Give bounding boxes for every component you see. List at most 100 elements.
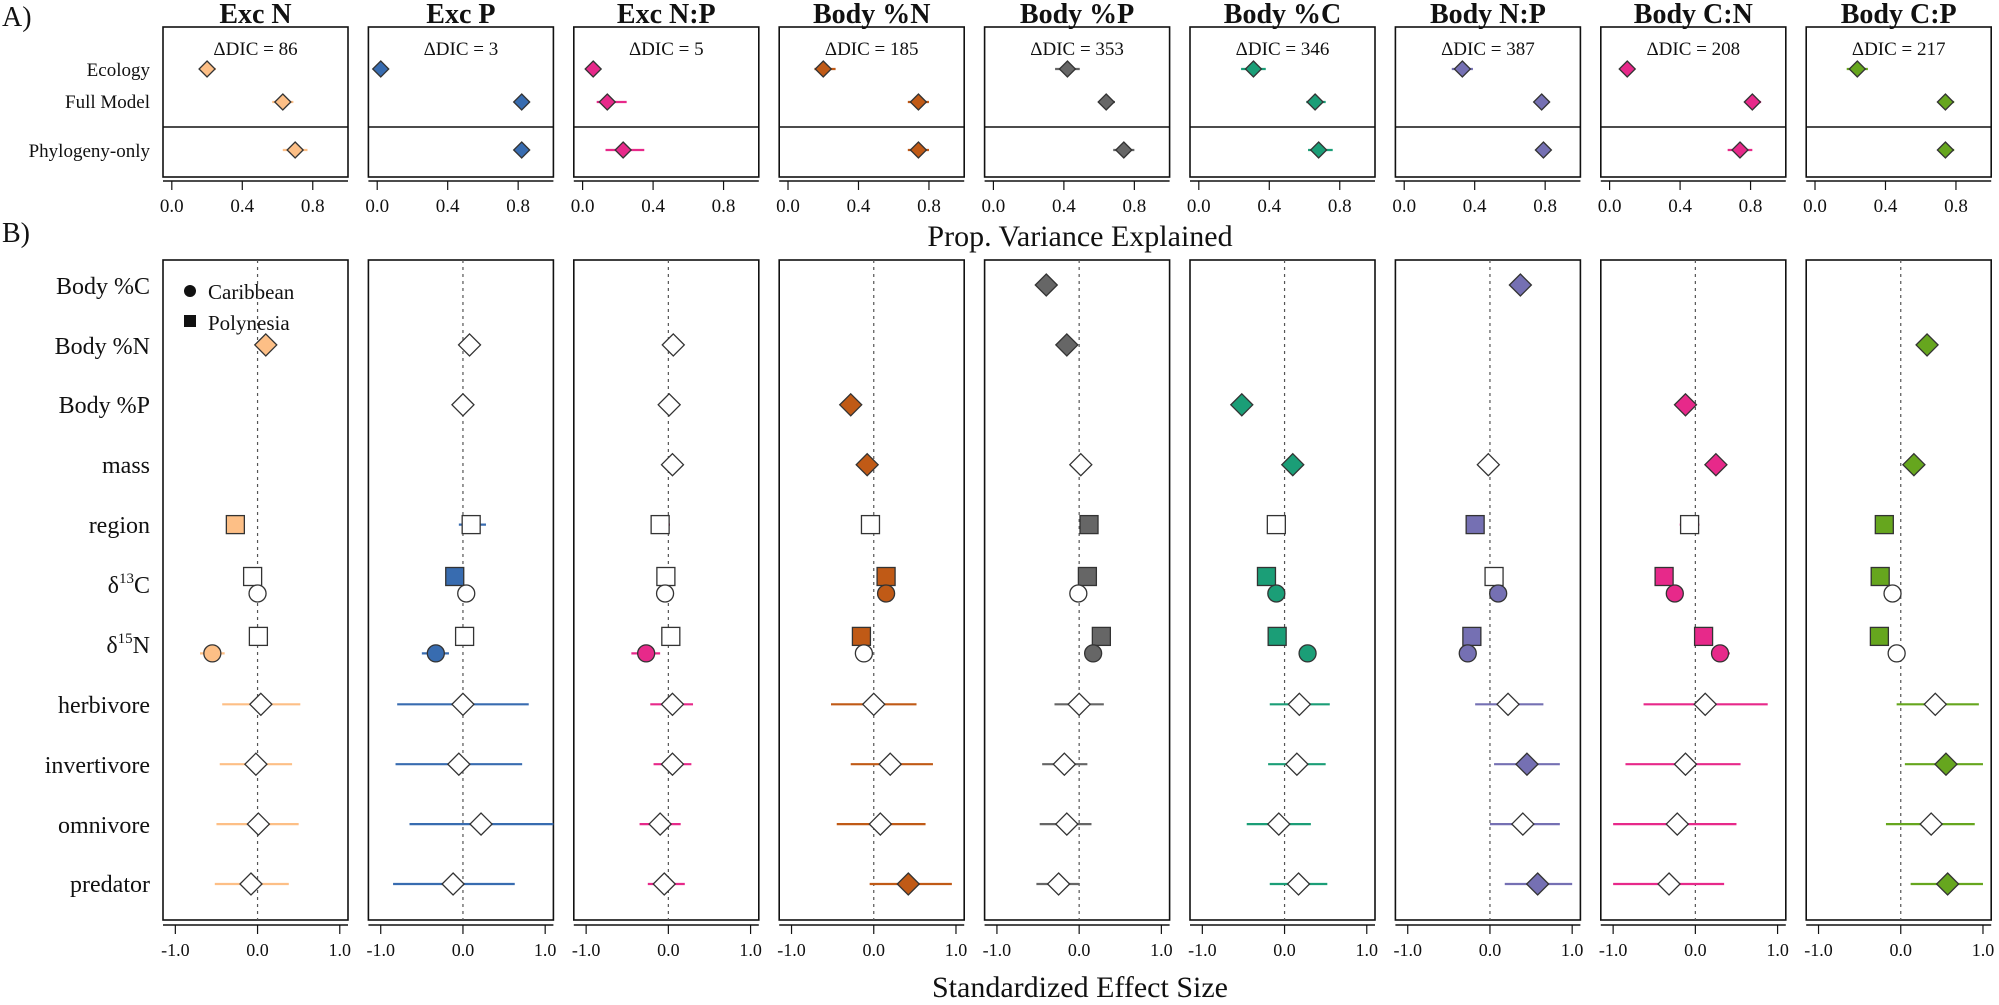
point-15n-polynesia (661, 626, 681, 647)
point-body-pct-n (457, 332, 482, 357)
delta-dic-exc-p: ΔDIC = 3 (424, 39, 499, 60)
x-tick-label-b-body-pct-p-2: 1.0 (1150, 940, 1173, 960)
x-tick-label-a-body-pct-n-1: 0.4 (847, 196, 871, 217)
point-mass (855, 452, 880, 477)
x-tick-label-a-body-c-n-2: 0.8 (1739, 196, 1763, 217)
point-ecology (1453, 60, 1472, 78)
legend-circle-marker (184, 285, 196, 297)
point-13c-polynesia (445, 566, 465, 587)
point-region-polynesia (1465, 514, 1485, 535)
point-ecology (1244, 60, 1263, 78)
panel-a-body-pct-n: Body %N ΔDIC = 185 0.0 0.4 0.8 (776, 0, 966, 217)
point-15n-polynesia (1267, 626, 1287, 647)
x-tick-label-b-body-c-n-0: -1.0 (1599, 940, 1628, 960)
point-13c-caribbean (248, 584, 267, 603)
point-15n-caribbean (1710, 644, 1730, 663)
predictor-label-body-n: Body %N (55, 334, 150, 360)
point-mass (660, 452, 685, 477)
point-omnivore (469, 812, 493, 837)
point-predator (1935, 872, 1960, 896)
x-tick-label-b-body-pct-c-2: 1.0 (1356, 940, 1379, 960)
point-15n-caribbean (1458, 644, 1477, 663)
x-tick-label-b-body-c-p-0: -1.0 (1804, 940, 1833, 960)
d15n-element: N (133, 633, 150, 659)
point-phylogeny-only (512, 141, 531, 159)
point-invertivore (1284, 752, 1309, 777)
predictor-label-body-p: Body %P (59, 393, 150, 419)
panel-a-body-pct-p: Body %P ΔDIC = 353 0.0 0.4 0.8 (982, 0, 1171, 217)
point-phylogeny-only (1114, 141, 1133, 159)
point-region-polynesia (225, 514, 246, 535)
point-full-model (909, 93, 928, 111)
x-tick-label-b-exc-n-p-0: -1.0 (572, 940, 601, 960)
point-phylogeny-only (1731, 141, 1749, 159)
delta-dic-exc-n-p: ΔDIC = 5 (629, 39, 704, 60)
panel-b-body-pct-c: -1.0 0.0 1.0 (1188, 259, 1379, 960)
point-herbivore (1287, 692, 1312, 717)
panel-a-exc-n-p: Exc N:P ΔDIC = 5 0.0 0.4 0.8 (571, 0, 760, 217)
x-tick-label-b-body-c-p-2: 1.0 (1972, 940, 1995, 960)
x-tick-label-b-body-n-p-0: -1.0 (1393, 940, 1422, 960)
panel-b-frame (1189, 259, 1376, 921)
x-tick-label-b-exc-p-2: 1.0 (534, 940, 557, 960)
point-15n-polynesia (1869, 626, 1890, 647)
point-full-model (1532, 93, 1551, 111)
x-tick-label-b-body-pct-p-1: 0.0 (1068, 940, 1091, 960)
d13c-delta: δ (108, 573, 119, 599)
point-15n-polynesia (851, 626, 872, 647)
point-body-pct-p (1229, 392, 1254, 417)
x-tick-label-b-body-pct-n-1: 0.0 (863, 940, 886, 960)
x-tick-label-a-body-pct-n-0: 0.0 (776, 196, 800, 217)
point-phylogeny-only (286, 141, 305, 159)
point-herbivore (861, 692, 886, 717)
x-tick-label-a-body-n-p-1: 0.4 (1463, 196, 1487, 217)
point-predator (1525, 872, 1550, 896)
predictor-label-d15n: δ15N (106, 631, 150, 659)
panel-b-body-c-p: -1.0 0.0 1.0 (1804, 259, 1995, 960)
x-tick-label-b-body-pct-c-1: 0.0 (1273, 940, 1296, 960)
panel-b-body-n-p: -1.0 0.0 1.0 (1393, 259, 1583, 960)
point-invertivore (1515, 752, 1539, 777)
point-predator (896, 872, 921, 896)
point-ecology (814, 60, 833, 78)
point-13c-caribbean (1883, 584, 1902, 603)
point-full-model (1097, 93, 1116, 111)
point-15n-polynesia (248, 626, 269, 647)
delta-dic-body-pct-c: ΔDIC = 346 (1236, 39, 1330, 60)
panel-b-frame (1805, 259, 1992, 921)
x-tick-label-a-body-c-p-2: 0.8 (1944, 196, 1968, 217)
predictor-label-body-c: Body %C (56, 274, 150, 300)
point-15n-caribbean (426, 644, 445, 663)
panel-a-body-c-p: Body C:P ΔDIC = 217 0.0 0.4 0.8 (1803, 0, 1992, 217)
point-15n-caribbean (1887, 644, 1906, 663)
point-body-pct-p (657, 392, 682, 417)
point-13c-polynesia (1077, 566, 1098, 587)
point-region-polynesia (1079, 514, 1099, 535)
x-tick-label-b-body-pct-p-0: -1.0 (983, 940, 1012, 960)
point-ecology (198, 60, 216, 78)
panel-title-body-pct-c: Body %C (1224, 0, 1341, 30)
x-tick-label-b-body-pct-n-2: 1.0 (945, 940, 968, 960)
x-tick-label-a-exc-n-1: 0.4 (230, 196, 254, 217)
point-herbivore (248, 692, 273, 717)
point-invertivore (878, 752, 903, 777)
point-mass (1703, 452, 1728, 477)
point-mass (1280, 452, 1305, 477)
point-ecology (584, 60, 603, 78)
panel-a-model-labels: Ecology Full Model Phylogeny-only (29, 60, 151, 162)
x-tick-label-b-exc-p-1: 0.0 (452, 940, 475, 960)
point-body-pct-c (1034, 273, 1059, 297)
panel-a-frame (367, 26, 555, 178)
point-invertivore (243, 752, 268, 777)
x-tick-label-a-exc-n-2: 0.8 (301, 196, 325, 217)
panel-b-frame (572, 259, 760, 921)
x-tick-label-b-body-c-n-1: 0.0 (1684, 940, 1707, 960)
predictor-label-invertivore: invertivore (45, 753, 150, 779)
panel-a-exc-p: Exc P ΔDIC = 3 0.0 0.4 0.8 (365, 0, 555, 217)
delta-dic-body-c-n: ΔDIC = 208 (1646, 39, 1740, 60)
point-body-pct-n (1915, 332, 1939, 357)
x-tick-label-a-body-n-p-0: 0.0 (1392, 196, 1416, 217)
panel-b-label: B) (2, 218, 30, 249)
x-tick-label-a-exc-n-p-2: 0.8 (712, 196, 736, 217)
